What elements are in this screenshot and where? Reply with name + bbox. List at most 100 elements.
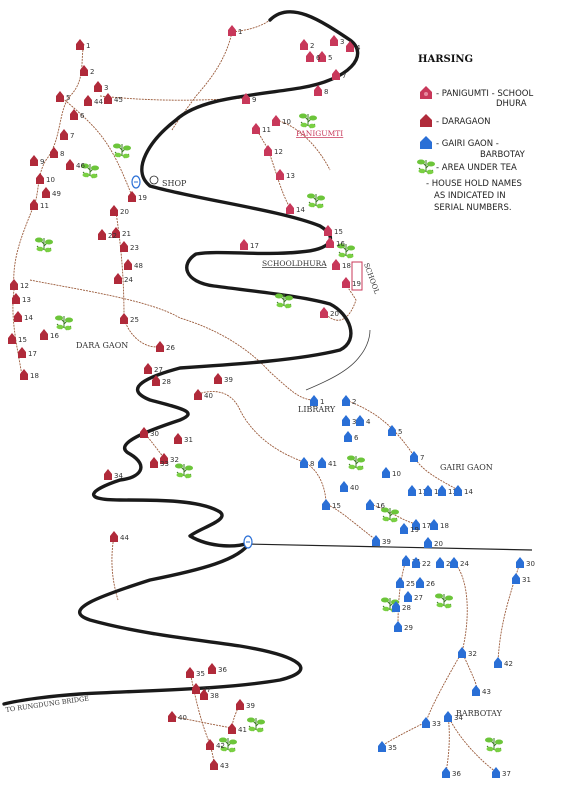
house-number: 11 xyxy=(418,488,427,496)
label-library: LIBRARY xyxy=(298,405,336,414)
house-number: 28 xyxy=(162,378,171,386)
house-red: 48 xyxy=(124,259,143,270)
house-red-icon xyxy=(124,259,132,270)
house-number: 35 xyxy=(196,670,205,678)
house-blue: 4 xyxy=(356,415,371,426)
house-number: 18 xyxy=(30,372,39,380)
house-red: 36 xyxy=(208,663,227,674)
house-red: 40 xyxy=(168,711,187,722)
house-number: 18 xyxy=(440,522,449,530)
house-pink-icon xyxy=(346,41,354,52)
house-red: 27 xyxy=(144,363,163,374)
house-pink-icon xyxy=(320,307,328,318)
house-blue-icon xyxy=(458,647,466,658)
house-pink: 5 xyxy=(318,51,332,62)
house-red: 34 xyxy=(104,469,123,480)
house-pink: 8 xyxy=(314,85,328,96)
house-pink-icon xyxy=(326,237,334,248)
house-blue: 29 xyxy=(394,621,413,632)
house-pink: 1 xyxy=(228,25,242,36)
house-number: 15 xyxy=(334,228,343,236)
house-blue: 5 xyxy=(388,425,402,436)
house-number: 4 xyxy=(356,44,361,52)
house-pink-icon xyxy=(286,203,294,214)
house-number: 41 xyxy=(328,460,337,468)
house-blue-icon xyxy=(300,457,308,468)
house-pink: 20 xyxy=(320,307,339,318)
house-blue: 19 xyxy=(400,523,419,534)
house-number: 19 xyxy=(352,280,361,288)
house-blue: 36 xyxy=(442,767,461,778)
label-panigumti: PANIGUMTI xyxy=(296,129,343,138)
house-number: 27 xyxy=(154,366,163,374)
house-number: 5 xyxy=(398,428,402,436)
house-red: 19 xyxy=(128,191,147,202)
house-pink-icon xyxy=(318,51,326,62)
house-blue-icon xyxy=(512,573,520,584)
house-blue-icon xyxy=(388,425,396,436)
house-red: 8 xyxy=(50,147,64,158)
house-number: 35 xyxy=(388,744,397,752)
house-blue: 32 xyxy=(458,647,477,658)
house-blue: 43 xyxy=(472,685,491,696)
house-blue-icon xyxy=(494,657,502,668)
house-blue: 7 xyxy=(410,451,424,462)
house-blue-icon xyxy=(400,523,408,534)
house-blue: 22 xyxy=(412,557,431,568)
house-number: 29 xyxy=(404,624,413,632)
house-number: 1 xyxy=(320,398,324,406)
house-number: 6 xyxy=(354,434,359,442)
house-red: 15 xyxy=(8,333,27,344)
house-number: 38 xyxy=(210,692,219,700)
house-blue-icon xyxy=(422,717,430,728)
house-red: 9 xyxy=(30,155,44,166)
legend-household-line2: AS INDICATED IN xyxy=(434,191,506,201)
house-number: 15 xyxy=(332,502,341,510)
house-number: 40 xyxy=(350,484,359,492)
house-number: 14 xyxy=(24,314,33,322)
legend-pink-line2: DHURA xyxy=(496,99,527,109)
house-blue-icon xyxy=(402,555,410,566)
house-blue: 20 xyxy=(424,537,443,548)
shop-marker xyxy=(149,175,159,185)
house-blue-icon xyxy=(344,431,352,442)
house-blue-icon xyxy=(450,557,458,568)
house-pink-icon xyxy=(228,25,236,36)
house-number: 5 xyxy=(66,94,70,102)
house-pink-icon xyxy=(242,93,250,104)
house-number: 34 xyxy=(114,472,123,480)
house-blue-icon xyxy=(412,557,420,568)
house-number: 49 xyxy=(52,190,61,198)
house-number: 17 xyxy=(28,350,37,358)
house-number: 19 xyxy=(138,194,147,202)
house-number: 25 xyxy=(406,580,415,588)
house-blue-icon xyxy=(356,415,364,426)
legend: HARSING - PANIGUMTI - SCHOOL DHURA - DAR… xyxy=(416,54,533,213)
house-number: 36 xyxy=(452,770,461,778)
house-number: 41 xyxy=(238,726,247,734)
house-number: 10 xyxy=(46,176,55,184)
house-red-icon xyxy=(20,369,28,380)
house-red-icon xyxy=(66,159,74,170)
house-blue-icon xyxy=(318,457,326,468)
house-blue-icon xyxy=(430,519,438,530)
house-red: 33 xyxy=(150,457,169,468)
label-dara-gaon: DARA GAON xyxy=(76,341,128,350)
secondary-road xyxy=(245,543,533,551)
house-red-icon xyxy=(192,683,200,694)
house-pink: 6 xyxy=(306,51,321,62)
house-number: 26 xyxy=(166,344,175,352)
house-pink: 12 xyxy=(264,145,283,156)
house-number: 40 xyxy=(204,392,213,400)
house-blue: 10 xyxy=(382,467,401,478)
tea-icon xyxy=(484,737,504,753)
bridge-marker-1 xyxy=(131,175,141,189)
house-red-icon xyxy=(70,109,78,120)
house-blue: 28 xyxy=(392,601,411,612)
house-number: 14 xyxy=(464,488,473,496)
house-blue-icon xyxy=(394,621,402,632)
house-pink: 18 xyxy=(332,259,351,270)
legend-pink-line1: - PANIGUMTI - SCHOOL xyxy=(436,89,533,99)
house-blue: 17 xyxy=(412,519,431,530)
house-number: 30 xyxy=(526,560,535,568)
